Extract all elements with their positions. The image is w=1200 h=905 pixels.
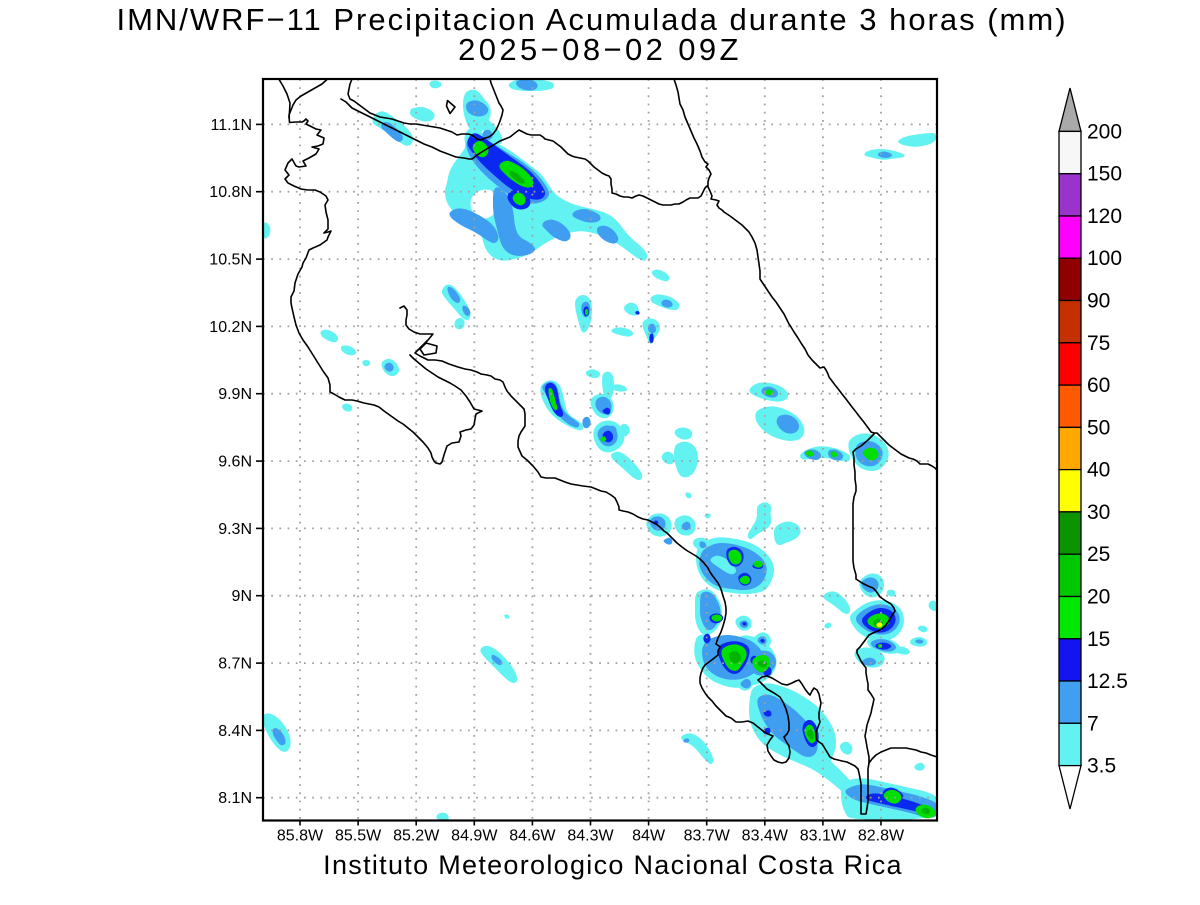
- svg-text:12.5: 12.5: [1087, 670, 1128, 693]
- svg-text:85.5W: 85.5W: [335, 828, 382, 845]
- svg-text:83.1W: 83.1W: [800, 828, 847, 845]
- svg-text:9.6N: 9.6N: [218, 454, 252, 471]
- svg-text:200: 200: [1087, 120, 1122, 143]
- svg-text:82.8W: 82.8W: [858, 828, 905, 845]
- svg-text:30: 30: [1087, 501, 1110, 524]
- svg-text:90: 90: [1087, 290, 1110, 313]
- svg-text:15: 15: [1087, 628, 1110, 651]
- svg-text:85.2W: 85.2W: [393, 828, 440, 845]
- svg-text:85.8W: 85.8W: [277, 828, 324, 845]
- svg-text:150: 150: [1087, 163, 1122, 186]
- svg-text:3.5: 3.5: [1087, 755, 1116, 778]
- svg-text:8.7N: 8.7N: [218, 656, 252, 673]
- svg-text:9N: 9N: [232, 588, 252, 605]
- svg-text:8.1N: 8.1N: [218, 790, 252, 807]
- svg-text:7: 7: [1087, 712, 1099, 735]
- svg-text:60: 60: [1087, 374, 1110, 397]
- svg-text:84.6W: 84.6W: [509, 828, 556, 845]
- svg-text:8.4N: 8.4N: [218, 723, 252, 740]
- svg-text:50: 50: [1087, 416, 1110, 439]
- svg-text:10.8N: 10.8N: [209, 184, 252, 201]
- svg-text:20: 20: [1087, 586, 1110, 609]
- svg-text:9.3N: 9.3N: [218, 521, 252, 538]
- svg-text:120: 120: [1087, 205, 1122, 228]
- svg-text:84W: 84W: [632, 828, 666, 845]
- svg-text:9.9N: 9.9N: [218, 386, 252, 403]
- svg-text:Instituto Meteorologico Nacion: Instituto Meteorologico Nacional Costa R…: [323, 850, 903, 880]
- svg-text:2025−08−02 09Z: 2025−08−02 09Z: [458, 32, 742, 67]
- svg-text:11.1N: 11.1N: [210, 117, 252, 134]
- svg-text:84.9W: 84.9W: [451, 828, 498, 845]
- svg-text:10.5N: 10.5N: [209, 252, 252, 269]
- svg-text:83.7W: 83.7W: [684, 828, 731, 845]
- svg-text:84.3W: 84.3W: [567, 828, 614, 845]
- svg-text:IMN/WRF−11 Precipitacion Acumu: IMN/WRF−11 Precipitacion Acumulada duran…: [116, 2, 1067, 37]
- svg-text:25: 25: [1087, 543, 1110, 566]
- svg-text:75: 75: [1087, 332, 1110, 355]
- svg-text:83.4W: 83.4W: [742, 828, 789, 845]
- svg-text:100: 100: [1087, 247, 1122, 270]
- svg-text:10.2N: 10.2N: [209, 319, 252, 336]
- svg-text:40: 40: [1087, 459, 1110, 482]
